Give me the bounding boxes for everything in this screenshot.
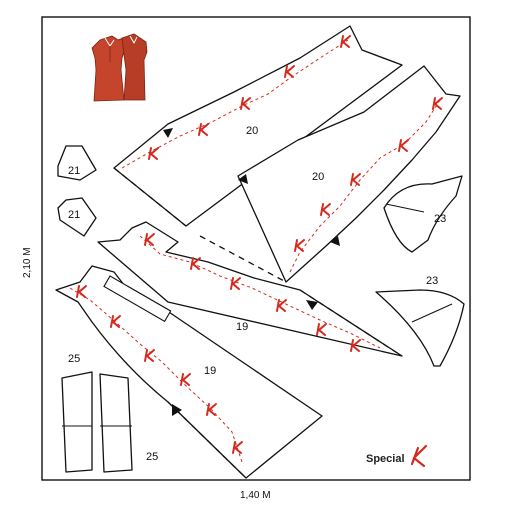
arrow-icon: [172, 404, 182, 416]
piece-19-lower: 19: [55, 265, 323, 479]
grain-mark-icon: [294, 239, 305, 252]
grain-mark-icon: [398, 139, 409, 152]
piece-outline: [237, 65, 461, 283]
piece-25-left: [61, 371, 93, 473]
piece-outline: [383, 175, 463, 253]
grain-mark-icon: [180, 373, 191, 386]
piece-label-21a: 21: [68, 165, 80, 177]
grain-mark-icon: [284, 65, 295, 78]
piece-23-top: 23: [383, 175, 463, 253]
grain-mark-icon: [340, 35, 351, 48]
fold-line: [167, 401, 247, 479]
arrow-icon: [238, 174, 248, 184]
grain-mark-icon: [144, 349, 155, 362]
grain-mark-icon: [206, 403, 217, 416]
arrow-icon: [330, 236, 340, 246]
fabric-border: [41, 16, 471, 481]
piece-19-long: 19: [97, 221, 403, 357]
dress-front: [91, 35, 126, 102]
fold-line: [199, 235, 287, 283]
dress-back: [121, 33, 148, 101]
brand-name: Special: [366, 453, 405, 465]
piece-20-right: 20: [199, 65, 461, 283]
grain-mark-icon: [350, 173, 361, 186]
grain-mark-icon: [232, 441, 243, 454]
grain-mark-icon: [320, 203, 331, 216]
brand-mark-icon: [410, 444, 428, 468]
grain-mark-icon: [432, 97, 443, 110]
grain-mark-icon: [350, 339, 361, 352]
piece-outline: [375, 289, 465, 367]
grain-mark-icon: [190, 257, 201, 270]
fold-line: [113, 167, 187, 227]
piece-25-right: [99, 373, 133, 473]
piece-label-25: 25: [146, 451, 158, 463]
fold-line: [299, 289, 403, 357]
grain-mark-icon: [240, 97, 251, 110]
width-dimension: 1,40 M: [240, 490, 271, 501]
piece-label-23a: 23: [434, 213, 446, 225]
piece-label-21b: 21: [68, 209, 80, 221]
grain-mark-layer: [76, 35, 443, 454]
grain-mark-icon: [198, 123, 209, 136]
piece-notch-line: [385, 203, 425, 213]
piece-label-19b: 19: [204, 365, 216, 377]
piece-notch-line: [411, 303, 453, 323]
grain-mark-icon: [148, 147, 159, 160]
height-dimension: 2,10 M: [22, 247, 33, 278]
grain-mark-icon: [110, 315, 121, 328]
arrow-icon: [306, 300, 318, 310]
grain-line: [139, 235, 381, 349]
grain-mark-icon: [230, 277, 241, 290]
dress-illustration: [91, 33, 148, 102]
piece-outline: [57, 145, 97, 181]
piece-21-bottom: 21: [57, 197, 97, 237]
grain-mark-icon: [144, 233, 155, 246]
piece-label-25-top: 25: [68, 353, 80, 365]
arrow-icon: [163, 128, 173, 138]
grain-line: [121, 39, 349, 169]
brand-logo: Special: [366, 444, 428, 468]
piece-outline: [57, 197, 97, 237]
piece-21-top: 21: [57, 145, 97, 181]
grain-line: [289, 99, 441, 273]
piece-25: 25 25: [61, 353, 158, 473]
facing-strip: [103, 275, 172, 323]
piece-label-20a: 20: [246, 125, 258, 137]
grain-mark-icon: [316, 323, 327, 336]
piece-label-23b: 23: [426, 275, 438, 287]
piece-23-bottom: 23: [375, 275, 465, 367]
piece-label-20b: 20: [312, 171, 324, 183]
grain-mark-icon: [76, 285, 87, 298]
piece-label-19a: 19: [236, 321, 248, 333]
grain-mark-icon: [276, 299, 287, 312]
